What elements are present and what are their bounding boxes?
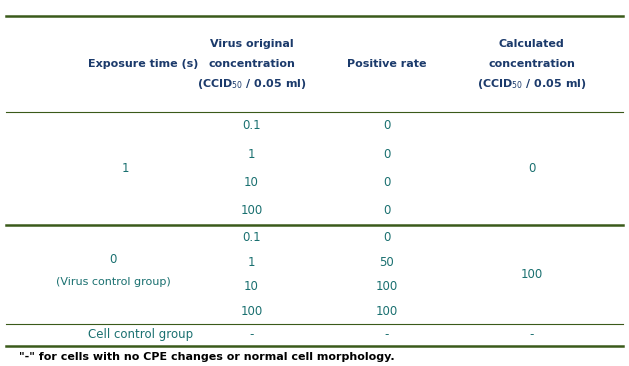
Text: 0: 0 <box>383 176 391 189</box>
Text: 100: 100 <box>240 305 263 318</box>
Text: -: - <box>530 328 533 341</box>
Text: 0: 0 <box>383 231 391 244</box>
Text: 0: 0 <box>383 119 391 132</box>
Text: 100: 100 <box>376 305 398 318</box>
Text: 100: 100 <box>376 280 398 294</box>
Text: 10: 10 <box>244 280 259 294</box>
Text: (CCID$_{50}$ / 0.05 ml): (CCID$_{50}$ / 0.05 ml) <box>477 77 586 91</box>
Text: "-" for cells with no CPE changes or normal cell morphology.: "-" for cells with no CPE changes or nor… <box>19 352 394 362</box>
Text: 1: 1 <box>122 162 130 175</box>
Text: 0: 0 <box>528 162 535 175</box>
Text: 1: 1 <box>248 255 255 269</box>
Text: -: - <box>385 328 389 341</box>
Text: (CCID$_{50}$ / 0.05 ml): (CCID$_{50}$ / 0.05 ml) <box>197 77 306 91</box>
Text: 100: 100 <box>520 268 543 281</box>
Text: 0.1: 0.1 <box>242 119 261 132</box>
Text: 100: 100 <box>240 204 263 217</box>
Text: 0: 0 <box>109 253 117 266</box>
Text: 0: 0 <box>383 204 391 217</box>
Text: (Virus control group): (Virus control group) <box>56 277 170 287</box>
Text: Cell control group: Cell control group <box>88 328 193 341</box>
Text: concentration: concentration <box>208 59 295 69</box>
Text: concentration: concentration <box>488 59 575 69</box>
Text: 1: 1 <box>248 147 255 161</box>
Text: Calculated: Calculated <box>499 39 564 49</box>
Text: 10: 10 <box>244 176 259 189</box>
Text: -: - <box>250 328 253 341</box>
Text: Exposure time (s): Exposure time (s) <box>88 59 198 69</box>
Text: 0: 0 <box>383 147 391 161</box>
Text: Positive rate: Positive rate <box>347 59 426 69</box>
Text: 0.1: 0.1 <box>242 231 261 244</box>
Text: Virus original: Virus original <box>210 39 293 49</box>
Text: 50: 50 <box>379 255 394 269</box>
